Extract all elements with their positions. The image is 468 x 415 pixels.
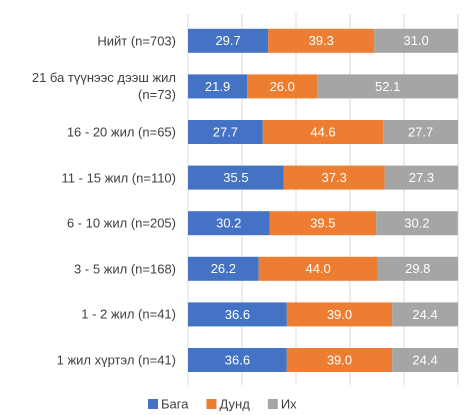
value-label: 27.3 [409, 170, 434, 185]
value-label: 30.2 [404, 216, 429, 231]
bar-segment [188, 348, 287, 372]
value-label: 39.5 [310, 216, 335, 231]
bar-segment [286, 302, 393, 327]
bar-segment [188, 28, 269, 53]
bar-segment [188, 165, 284, 190]
value-label: 27.7 [408, 124, 433, 139]
category-label: 11 - 15 жил (n=110) [61, 170, 176, 186]
bar-segment [262, 120, 384, 144]
value-label: 44.0 [305, 261, 330, 276]
bar-segment [188, 302, 287, 327]
bar-segment [317, 74, 458, 99]
bar-segment [283, 165, 385, 190]
bar-segment [258, 256, 378, 281]
legend-swatch [267, 399, 278, 409]
value-label: 27.7 [213, 124, 238, 139]
bar-segment [392, 302, 458, 327]
category-label: 16 - 20 жил (n=65) [66, 124, 176, 140]
value-label: 39.3 [309, 33, 334, 48]
value-label: 26.2 [211, 261, 236, 276]
bar-segment [188, 256, 259, 281]
value-label: 31.0 [403, 33, 428, 48]
bar-segment [392, 348, 458, 372]
category-label: 6 - 10 жил (n=205) [66, 215, 176, 231]
legend-label: Бага [161, 396, 189, 411]
bar-segment [384, 165, 459, 190]
value-label: 39.0 [327, 307, 352, 322]
value-label: 44.6 [310, 124, 335, 139]
value-label: 36.6 [225, 307, 250, 322]
value-label: 52.1 [375, 79, 400, 94]
category-label: 21 ба түүнээс дээш жил (n=73) [31, 70, 176, 103]
bar-segment [286, 348, 393, 372]
category-label: Нийт (n=703) [97, 33, 176, 49]
bar-segment [377, 256, 458, 281]
value-label: 24.4 [412, 352, 437, 367]
value-label: 21.9 [205, 79, 230, 94]
value-label: 29.8 [405, 261, 430, 276]
value-label: 35.5 [223, 170, 248, 185]
value-label: 39.0 [327, 352, 352, 367]
bar-segment [383, 120, 458, 144]
bar-segment [188, 211, 270, 236]
value-label: 37.3 [322, 170, 347, 185]
bar-segment [188, 120, 263, 144]
bar-segment [376, 211, 458, 236]
bar-segment [268, 28, 375, 53]
bar-segment [188, 74, 248, 99]
bar-segment [247, 74, 318, 99]
value-label: 24.4 [412, 307, 437, 322]
bar-segment [374, 28, 458, 53]
legend-swatch [148, 399, 158, 409]
legend-swatch [206, 399, 217, 409]
bar-segment [269, 211, 377, 236]
legend-label: Их [281, 396, 297, 411]
value-label: 36.6 [225, 352, 250, 367]
value-label: 29.7 [215, 33, 240, 48]
category-label: 1 - 2 жил (n=41) [81, 306, 176, 322]
value-label: 26.0 [270, 79, 295, 94]
category-label: 3 - 5 жил (n=168) [74, 261, 176, 277]
category-label: 1 жил хүртэл (n=41) [56, 352, 176, 368]
legend-label: Дунд [219, 396, 250, 411]
value-label: 30.2 [216, 216, 241, 231]
